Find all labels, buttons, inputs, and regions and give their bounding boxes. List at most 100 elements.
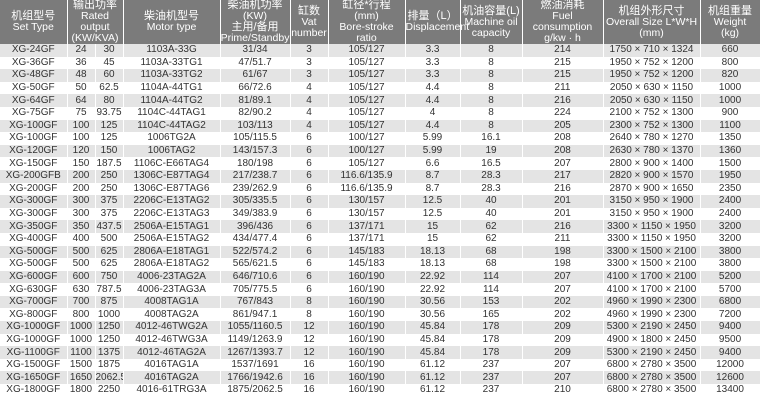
- cell-overall-size: 3150 × 950 × 1900: [603, 195, 701, 208]
- cell-set-type: XG-50GF: [0, 81, 68, 95]
- cell-vat-number: 4: [290, 94, 329, 107]
- cell-motor-type: 1104C-44TAG1: [123, 106, 221, 120]
- cell-oil-capacity: 8: [460, 69, 523, 82]
- cell-vat-number: 6: [290, 132, 329, 145]
- cell-set-type: XG-150GF: [0, 157, 68, 170]
- header-cn: 排量（L）: [407, 10, 458, 22]
- cell-vat-number: 16: [290, 358, 329, 372]
- cell-set-type: XG-630GF: [0, 283, 68, 296]
- cell-vat-number: 4: [290, 119, 329, 133]
- cell-prime-standby: 349/383.9: [220, 207, 291, 221]
- header-en: Vat: [301, 15, 317, 28]
- cell-output-kva: 250: [95, 169, 124, 183]
- cell-motor-type: 2506A-E15TAG2: [123, 232, 221, 246]
- cell-motor-type: 1106C-E66TAG4: [123, 157, 221, 170]
- header-unit: (mm): [354, 10, 379, 22]
- cell-fuel-consumption: 207: [522, 371, 604, 385]
- cell-prime-standby: 305/335.5: [220, 195, 291, 208]
- table-row: XG-64GF 64 80 1104A-44TG2 81/89.1 4 105/127 4.4…: [0, 94, 760, 107]
- cell-motor-type: 4012-46TWG3A: [123, 333, 221, 347]
- cell-displacement: 3.3: [405, 44, 461, 57]
- cell-displacement: 45.84: [405, 333, 461, 347]
- cell-prime-standby: 180/198: [220, 157, 291, 170]
- cell-fuel-consumption: 217: [522, 169, 604, 183]
- cell-bore-stroke: 137/171: [328, 220, 406, 233]
- cell-weight: 820: [700, 69, 760, 82]
- cell-oil-capacity: 114: [460, 270, 523, 284]
- cell-oil-capacity: 8: [460, 81, 523, 95]
- cell-motor-type: 4012-46TAG2A: [123, 346, 221, 359]
- cell-motor-type: 1103A-33G: [123, 44, 221, 57]
- cell-displacement: 45.84: [405, 321, 461, 334]
- cell-displacement: 12.5: [405, 195, 461, 208]
- cell-set-type: XG-64GF: [0, 94, 68, 107]
- cell-motor-type: 4008TAG2A: [123, 308, 221, 322]
- cell-fuel-consumption: 198: [522, 245, 604, 259]
- cell-oil-capacity: 8: [460, 106, 523, 120]
- header-displacement: 排量（L） Displacement: [405, 0, 469, 44]
- cell-prime-standby: 434/477.4: [220, 232, 291, 246]
- cell-oil-capacity: 40: [460, 195, 523, 208]
- cell-weight: 1360: [700, 144, 760, 158]
- cell-bore-stroke: 160/190: [328, 371, 406, 385]
- cell-prime-standby: 565/621.5: [220, 258, 291, 271]
- cell-overall-size: 6800 × 2780 × 3500: [603, 371, 701, 385]
- cell-output-kw: 120: [67, 144, 96, 158]
- cell-displacement: 4: [405, 106, 461, 120]
- cell-fuel-consumption: 198: [522, 258, 604, 271]
- cell-displacement: 22.92: [405, 283, 461, 296]
- cell-output-kva: 1000: [95, 308, 124, 322]
- cell-displacement: 45.84: [405, 346, 461, 359]
- cell-output-kw: 50: [67, 81, 96, 95]
- cell-set-type: XG-350GF: [0, 220, 68, 233]
- cell-fuel-consumption: 201: [522, 195, 604, 208]
- cell-output-kw: 400: [67, 232, 96, 246]
- header-unit: g/kw · h: [544, 32, 581, 44]
- cell-oil-capacity: 62: [460, 232, 523, 246]
- cell-motor-type: 4016-61TRG3A: [123, 384, 221, 397]
- table-row: XG-700GF 700 875 4008TAG1A 767/843 8 160/190 30…: [0, 295, 760, 309]
- cell-prime-standby: 81/89.1: [220, 94, 291, 107]
- cell-displacement: 4.4: [405, 81, 461, 95]
- header-set-type: 机组型号 Set Type: [0, 0, 68, 44]
- cell-bore-stroke: 160/190: [328, 384, 406, 397]
- cell-overall-size: 2800 × 900 × 1400: [603, 157, 701, 170]
- cell-weight: 13400: [700, 384, 760, 397]
- cell-motor-type: 1104C-44TAG2: [123, 119, 221, 133]
- table-row: XG-1650GF16502062.54016TAG2A1766/1942.61…: [0, 371, 760, 385]
- cell-output-kva: 1250: [95, 321, 124, 334]
- cell-output-kva: 250: [95, 182, 124, 196]
- table-row: XG-630GF 630 787.5 4006-23TAG3A 705/775.5 6 16…: [0, 283, 760, 296]
- cell-overall-size: 4100 × 1700 × 2100: [603, 270, 701, 284]
- cell-vat-number: 16: [290, 384, 329, 397]
- header-en: Set Type: [12, 21, 54, 33]
- cell-motor-type: 4008TAG1A: [123, 295, 221, 309]
- cell-overall-size: 6800 × 2780 × 3500: [603, 384, 701, 397]
- cell-bore-stroke: 105/127: [328, 56, 406, 70]
- cell-set-type: XG-120GF: [0, 144, 68, 158]
- cell-bore-stroke: 160/190: [328, 333, 406, 347]
- table-row: XG-200GF 200 250 1306C-E87TAG6 239/262.9 6 116…: [0, 182, 760, 196]
- cell-weight: 5700: [700, 283, 760, 296]
- cell-prime-standby: 217/238.7: [220, 169, 291, 183]
- cell-output-kva: 187.5: [95, 157, 124, 170]
- cell-fuel-consumption: 202: [522, 295, 604, 309]
- header-rated-output: 输出功率 Rated output (KW/KVA): [67, 0, 124, 44]
- cell-oil-capacity: 68: [460, 258, 523, 271]
- cell-prime-standby: 1537/1691: [220, 358, 291, 372]
- cell-vat-number: 6: [290, 169, 329, 183]
- cell-set-type: XG-300GF: [0, 207, 68, 221]
- cell-prime-standby: 1149/1263.9: [220, 333, 291, 347]
- table-row: XG-120GF 120 150 1006TAG2 143/157.3 6 100/127 5…: [0, 144, 760, 158]
- cell-oil-capacity: 68: [460, 245, 523, 259]
- header-cn: 柴油机功率: [227, 0, 283, 11]
- cell-prime-standby: 1875/2062.5: [220, 384, 291, 397]
- cell-set-type: XG-200GF: [0, 182, 68, 196]
- cell-motor-type: 4016TAG1A: [123, 358, 221, 372]
- cell-oil-capacity: 8: [460, 44, 523, 57]
- cell-set-type: XG-500GF: [0, 245, 68, 259]
- cell-fuel-consumption: 211: [522, 232, 604, 246]
- table-row: XG-1000GF 1000 1250 4012-46TWG3A 1149/1263.9…: [0, 333, 760, 347]
- header-motor-type: 柴油机型号 Motor type: [123, 0, 221, 44]
- cell-oil-capacity: 237: [460, 358, 523, 372]
